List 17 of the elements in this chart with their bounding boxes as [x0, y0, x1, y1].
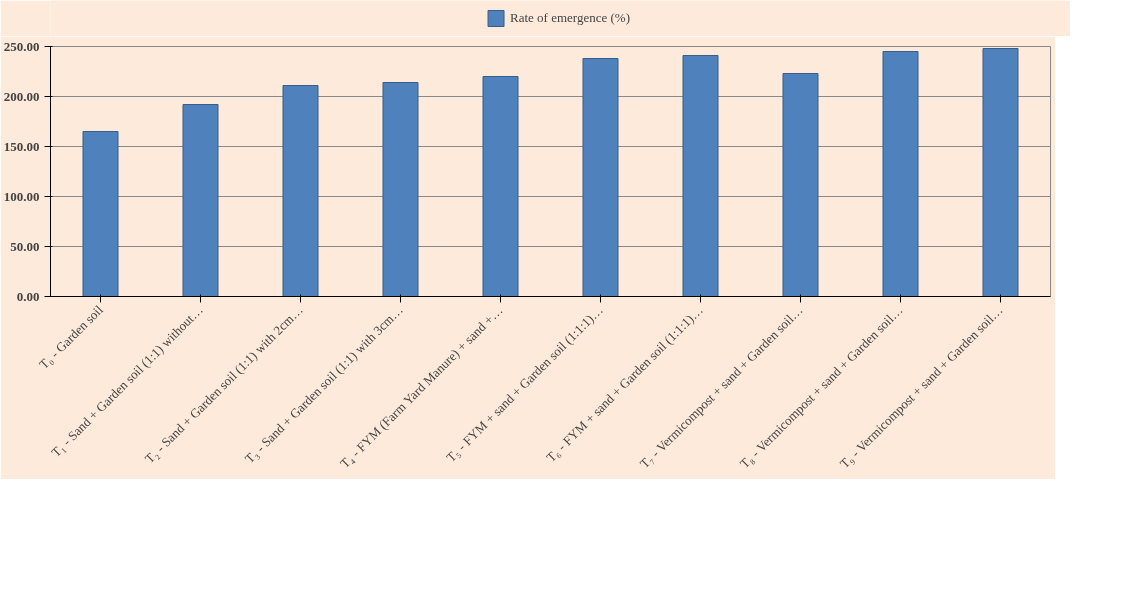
bar	[782, 73, 819, 297]
bar	[282, 85, 319, 297]
y-tick-label: 200.00	[3, 88, 40, 104]
bar	[882, 51, 919, 297]
y-tick-label: 250.00	[3, 38, 40, 54]
bar	[582, 58, 619, 297]
bar	[182, 104, 219, 297]
y-tick-label: 100.00	[3, 188, 40, 204]
bar	[82, 131, 119, 297]
legend-label: Rate of emergence (%)	[510, 10, 630, 26]
y-tick-label: 50.00	[10, 238, 40, 254]
y-tick-label: 150.00	[3, 138, 40, 154]
y-tick-label: 0.00	[16, 288, 40, 304]
bar	[482, 76, 519, 297]
bar	[682, 55, 719, 297]
bar	[382, 82, 419, 297]
bar	[982, 48, 1019, 297]
